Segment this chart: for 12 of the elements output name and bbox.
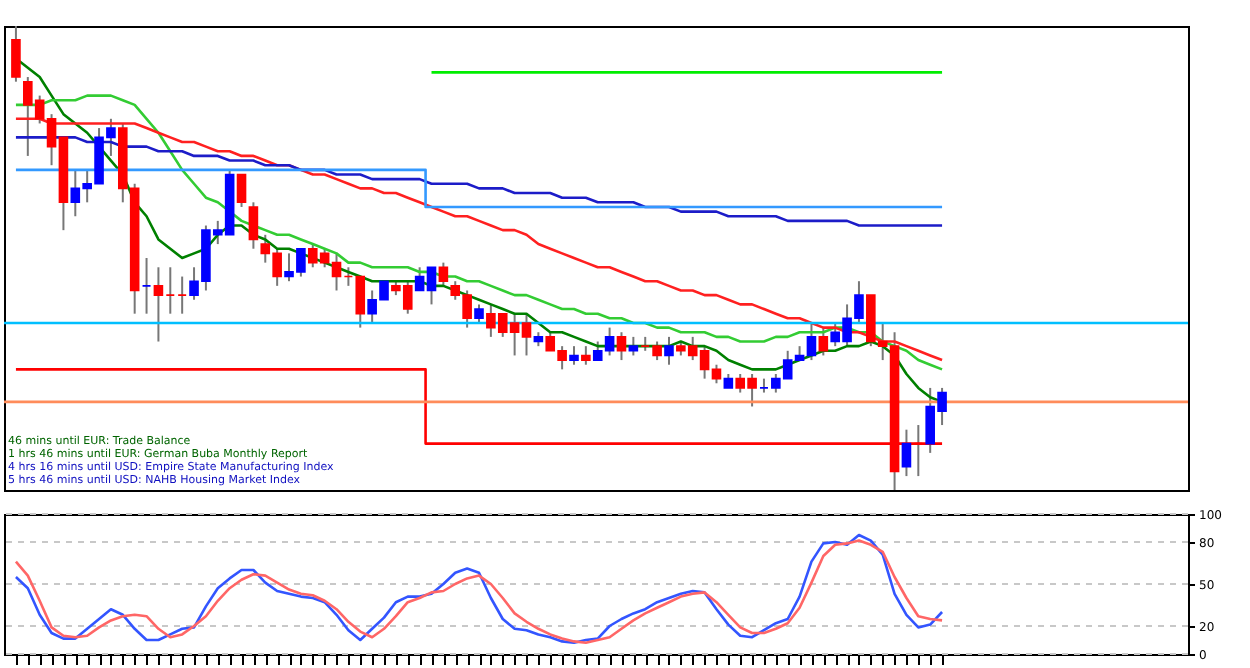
- candlestick: [664, 335, 674, 366]
- candlestick: [901, 428, 912, 478]
- candlestick: [248, 201, 259, 250]
- candlestick: [628, 335, 639, 357]
- candlestick: [569, 345, 579, 366]
- candlestick: [236, 173, 247, 208]
- candlestick: [581, 345, 591, 366]
- candlestick: [818, 326, 829, 357]
- candlestick: [11, 25, 21, 83]
- candlestick: [438, 261, 449, 287]
- candlestick: [474, 303, 484, 324]
- candlestick: [616, 331, 627, 362]
